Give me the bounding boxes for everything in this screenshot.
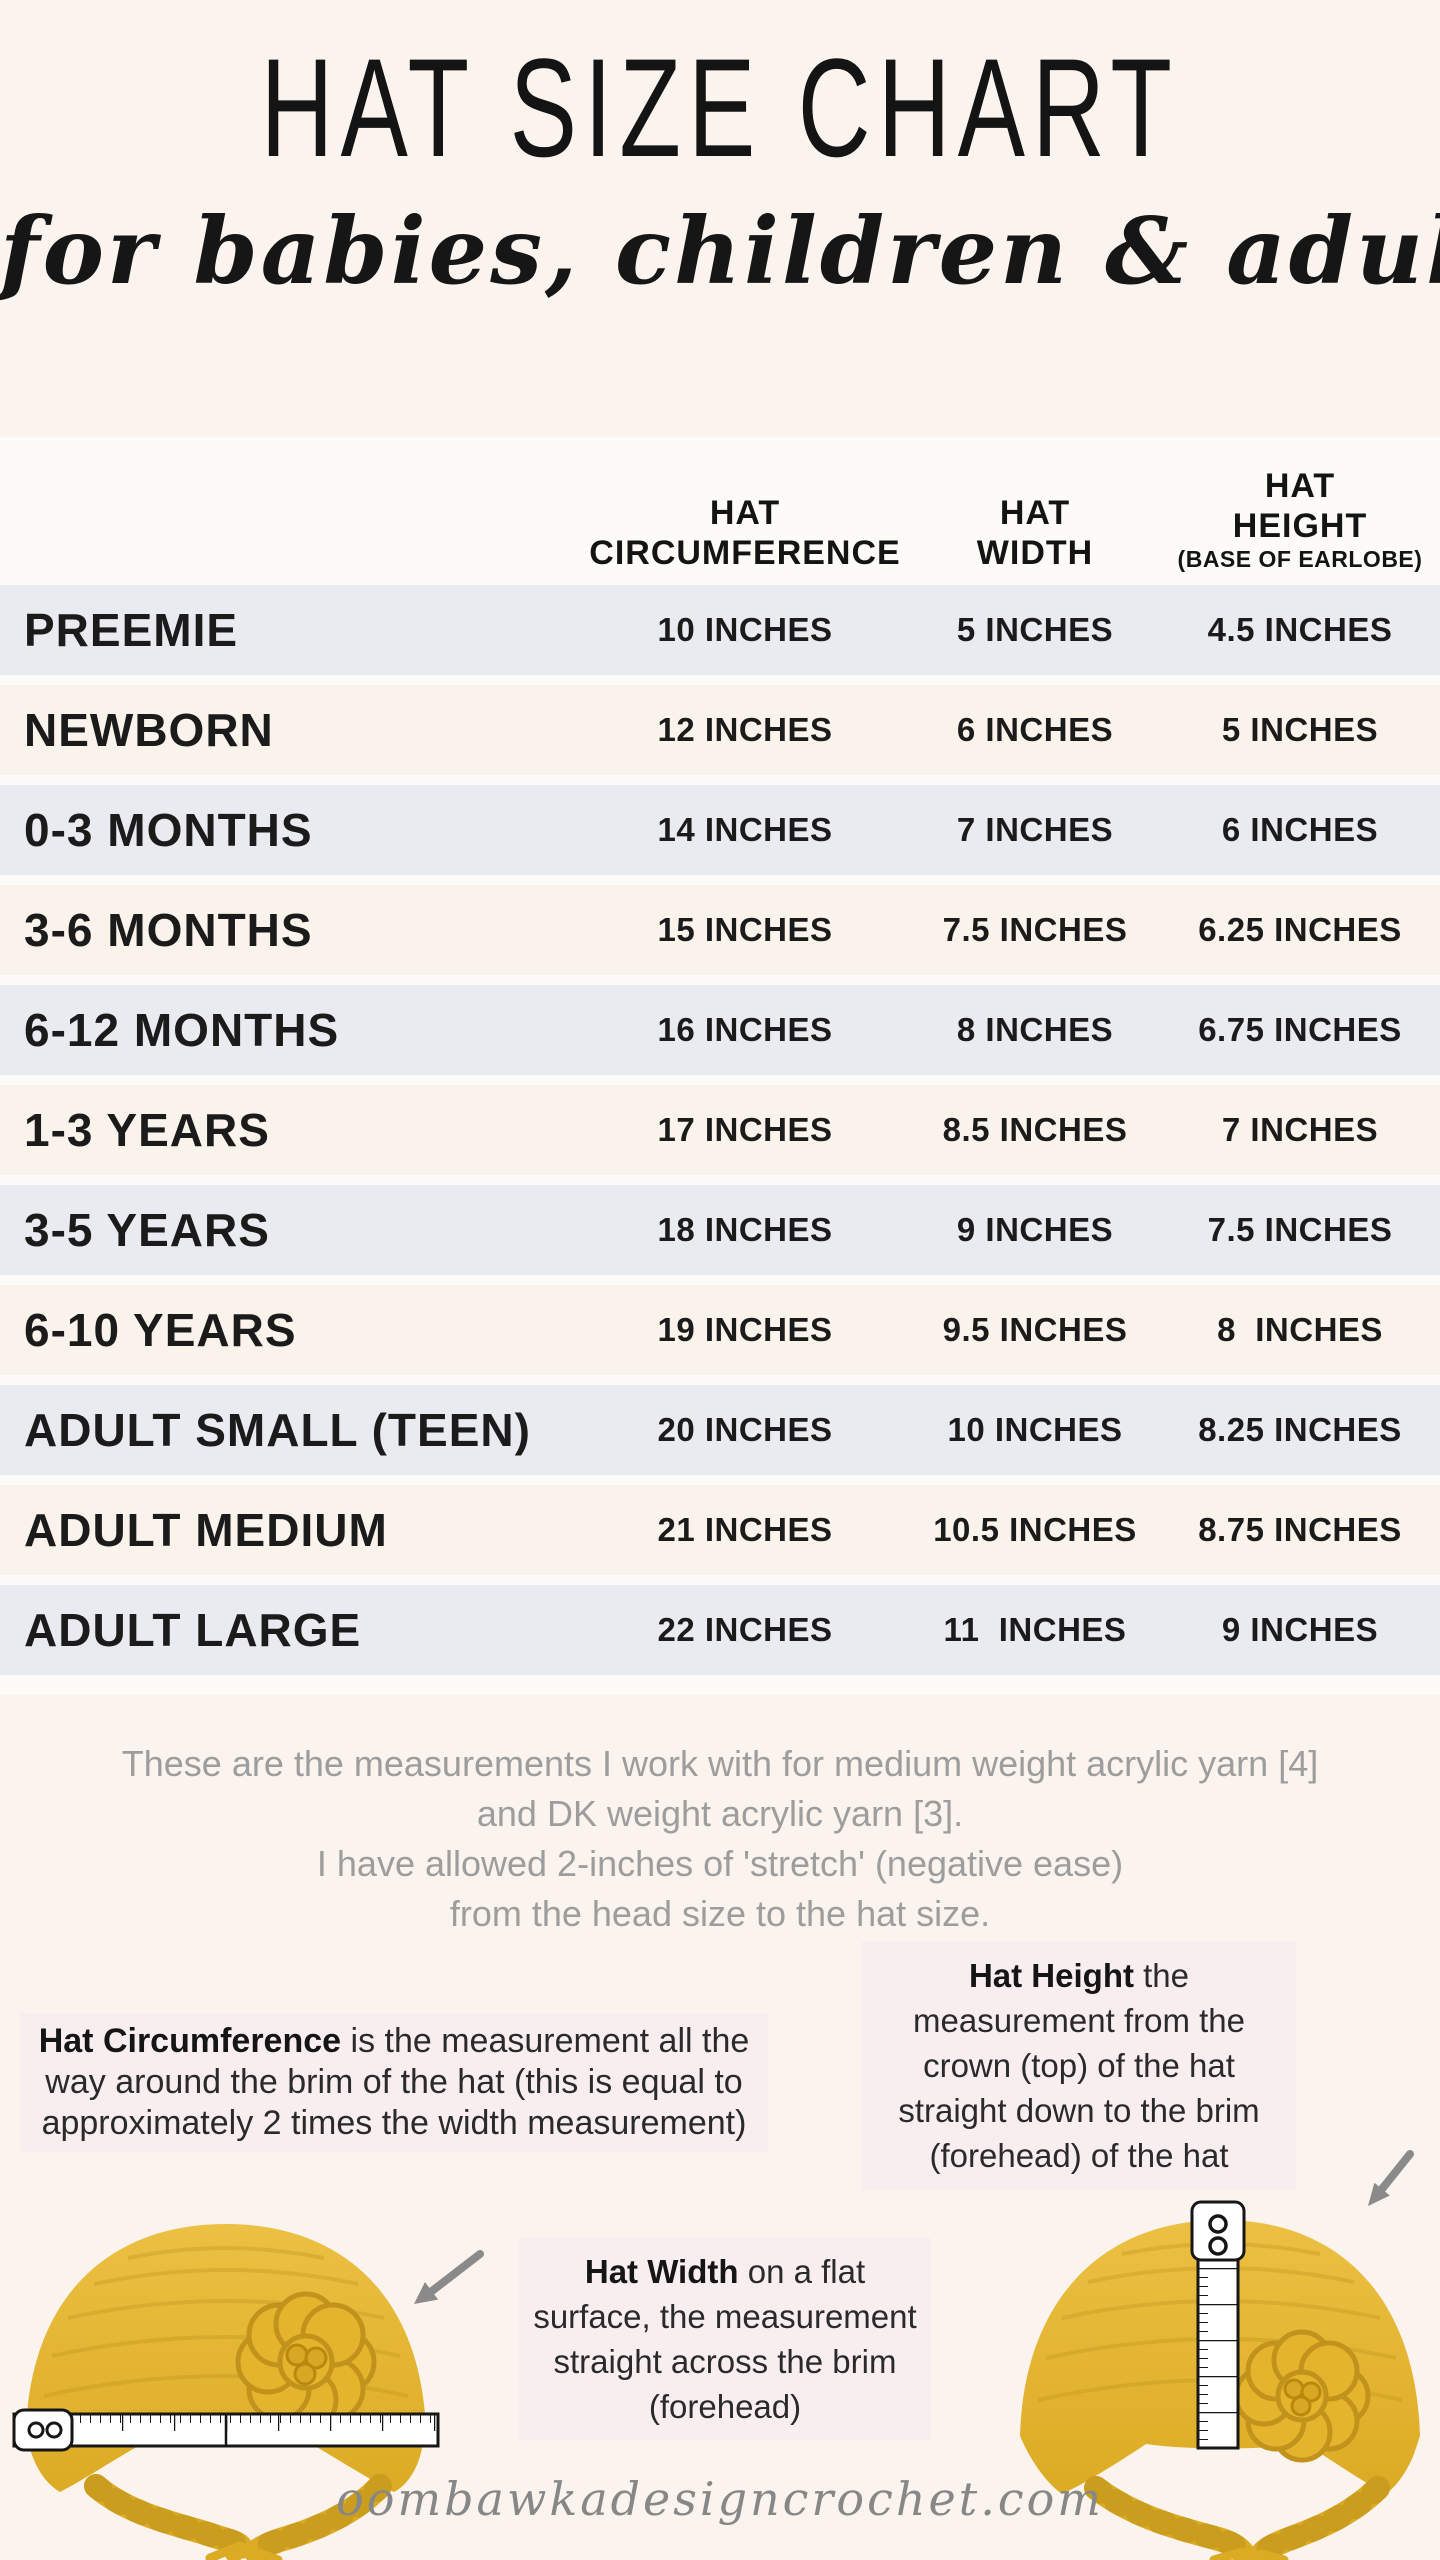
width-cell: 5 INCHES [956, 611, 1114, 648]
definition-term: Hat Circumference [38, 2022, 342, 2060]
height-cell: 8.25 INCHES [1198, 1411, 1402, 1448]
right-crochet-hat-image [1020, 2200, 1420, 2560]
size-label-cell: 6-10 YEARS [24, 1304, 297, 1356]
size-label-cell: 3-5 YEARS [24, 1204, 270, 1256]
table-row: 1-3 YEARS 17 INCHES 8.5 INCHES 7 INCHES [0, 1085, 1440, 1175]
table-row: ADULT SMALL (TEEN) 20 INCHES 10 INCHES 8… [0, 1385, 1440, 1475]
definition-term: Hat Height [968, 1957, 1134, 1994]
height-cell: 6.25 INCHES [1198, 911, 1402, 948]
definition-text: the measurement from the crown (top) of … [898, 1957, 1260, 2174]
crochet-flower [235, 2291, 377, 2433]
definition-term: Hat Width [584, 2253, 739, 2290]
table-row: NEWBORN 12 INCHES 6 INCHES 5 INCHES [0, 685, 1440, 775]
column-header-hat-circumference: HAT CIRCUMFERENCE [589, 494, 901, 572]
size-label-cell: 0-3 MONTHS [24, 804, 313, 856]
definition-hat-width: Hat Width on a flat surface, the measure… [519, 2238, 931, 2440]
width-cell: 10 INCHES [947, 1411, 1123, 1448]
notes-line: I have allowed 2-inches of 'stretch' (ne… [316, 1843, 1124, 1884]
header: HAT SIZE CHART for babies, children & ad… [0, 0, 1440, 437]
measuring-tape-horizontal [12, 2408, 440, 2452]
circumference-cell: 17 INCHES [657, 1111, 833, 1148]
notes-line: from the head size to the hat size. [449, 1893, 991, 1934]
width-cell: 6 INCHES [956, 711, 1114, 748]
width-cell: 8 INCHES [956, 1011, 1114, 1048]
circumference-cell: 21 INCHES [657, 1511, 833, 1548]
circumference-cell: 18 INCHES [657, 1211, 833, 1248]
table-body: PREEMIE 10 INCHES 5 INCHES 4.5 INCHES NE… [0, 585, 1440, 1675]
hat-size-table: HAT CIRCUMFERENCE HAT WIDTH HAT HEIGHT (… [0, 437, 1440, 1695]
width-cell: 10.5 INCHES [933, 1511, 1137, 1548]
circumference-cell: 16 INCHES [657, 1011, 833, 1048]
definition-text: is the measurement all the way around th… [41, 2022, 750, 2142]
circumference-cell: 20 INCHES [657, 1411, 833, 1448]
page-title: HAT SIZE CHART [260, 29, 1180, 186]
hat-braid-right [1233, 2476, 1390, 2560]
crochet-flower [1233, 2329, 1371, 2463]
width-cell: 11 INCHES [943, 1611, 1127, 1648]
notes-paragraph: These are the measurements I work with f… [0, 1739, 1440, 1939]
circumference-cell: 14 INCHES [657, 811, 833, 848]
circumference-cell: 22 INCHES [657, 1611, 833, 1648]
circumference-cell: 10 INCHES [657, 611, 833, 648]
width-cell: 7.5 INCHES [942, 911, 1128, 948]
table-row: ADULT MEDIUM 21 INCHES 10.5 INCHES 8.75 … [0, 1485, 1440, 1575]
table-row: 3-6 MONTHS 15 INCHES 7.5 INCHES 6.25 INC… [0, 885, 1440, 975]
hat-braid-right [225, 2474, 392, 2560]
arrow-down-left-icon [414, 2250, 484, 2304]
definition-hat-circumference: Hat Circumference is the measurement all… [20, 2013, 768, 2152]
table-row: 6-10 YEARS 19 INCHES 9.5 INCHES 8 INCHES [0, 1285, 1440, 1375]
definition-hat-height: Hat Height the measurement from the crow… [862, 1941, 1296, 2190]
height-cell: 9 INCHES [1221, 1611, 1379, 1648]
height-cell: 5 INCHES [1221, 711, 1379, 748]
size-label-cell: ADULT LARGE [24, 1604, 362, 1656]
width-cell: 9.5 INCHES [942, 1311, 1128, 1348]
ruler-vertical [1190, 2200, 1246, 2450]
size-label-cell: 1-3 YEARS [24, 1104, 270, 1156]
height-cell: 6.75 INCHES [1198, 1011, 1402, 1048]
size-label-cell: ADULT SMALL (TEEN) [24, 1404, 531, 1456]
table-row: PREEMIE 10 INCHES 5 INCHES 4.5 INCHES [0, 585, 1440, 675]
height-cell: 4.5 INCHES [1207, 611, 1393, 648]
notes-line: and DK weight acrylic yarn [3]. [476, 1793, 964, 1834]
circumference-cell: 15 INCHES [657, 911, 833, 948]
size-label-cell: 6-12 MONTHS [24, 1004, 340, 1056]
notes-line: These are the measurements I work with f… [121, 1743, 1319, 1784]
height-cell: 8 INCHES [1217, 1311, 1383, 1348]
height-cell: 6 INCHES [1221, 811, 1379, 848]
table-row: 3-5 YEARS 18 INCHES 9 INCHES 7.5 INCHES [0, 1185, 1440, 1275]
website-credit: oombawkadesigncrochet.com [336, 2472, 1104, 2526]
circumference-cell: 12 INCHES [657, 711, 833, 748]
size-label-cell: ADULT MEDIUM [24, 1504, 388, 1556]
left-crochet-hat-image [12, 2224, 440, 2560]
column-header-earlobe-note: (BASE OF EARLOBE) [1177, 546, 1423, 572]
table-row: 6-12 MONTHS 16 INCHES 8 INCHES 6.75 INCH… [0, 985, 1440, 1075]
width-cell: 7 INCHES [956, 811, 1114, 848]
height-cell: 7 INCHES [1221, 1111, 1379, 1148]
table-row: ADULT LARGE 22 INCHES 11 INCHES 9 INCHES [0, 1585, 1440, 1675]
height-cell: 8.75 INCHES [1198, 1511, 1402, 1548]
height-cell: 7.5 INCHES [1207, 1211, 1393, 1248]
size-label-cell: 3-6 MONTHS [24, 904, 313, 956]
page-subtitle: for babies, children & adults [0, 197, 1440, 305]
table-row: 0-3 MONTHS 14 INCHES 7 INCHES 6 INCHES [0, 785, 1440, 875]
column-header-hat-height: HAT HEIGHT (BASE OF EARLOBE) [1160, 466, 1440, 573]
width-cell: 8.5 INCHES [942, 1111, 1128, 1148]
column-header-hat-width: HAT WIDTH [976, 494, 1094, 572]
table-header-row: HAT CIRCUMFERENCE HAT WIDTH HAT HEIGHT (… [0, 437, 1440, 585]
definition-text: on a flat surface, the measurement strai… [533, 2253, 917, 2425]
circumference-cell: 19 INCHES [657, 1311, 833, 1348]
size-label-cell: PREEMIE [24, 604, 239, 656]
arrow-down-left-icon [1368, 2150, 1414, 2206]
size-label-cell: NEWBORN [24, 704, 274, 756]
width-cell: 9 INCHES [956, 1211, 1114, 1248]
